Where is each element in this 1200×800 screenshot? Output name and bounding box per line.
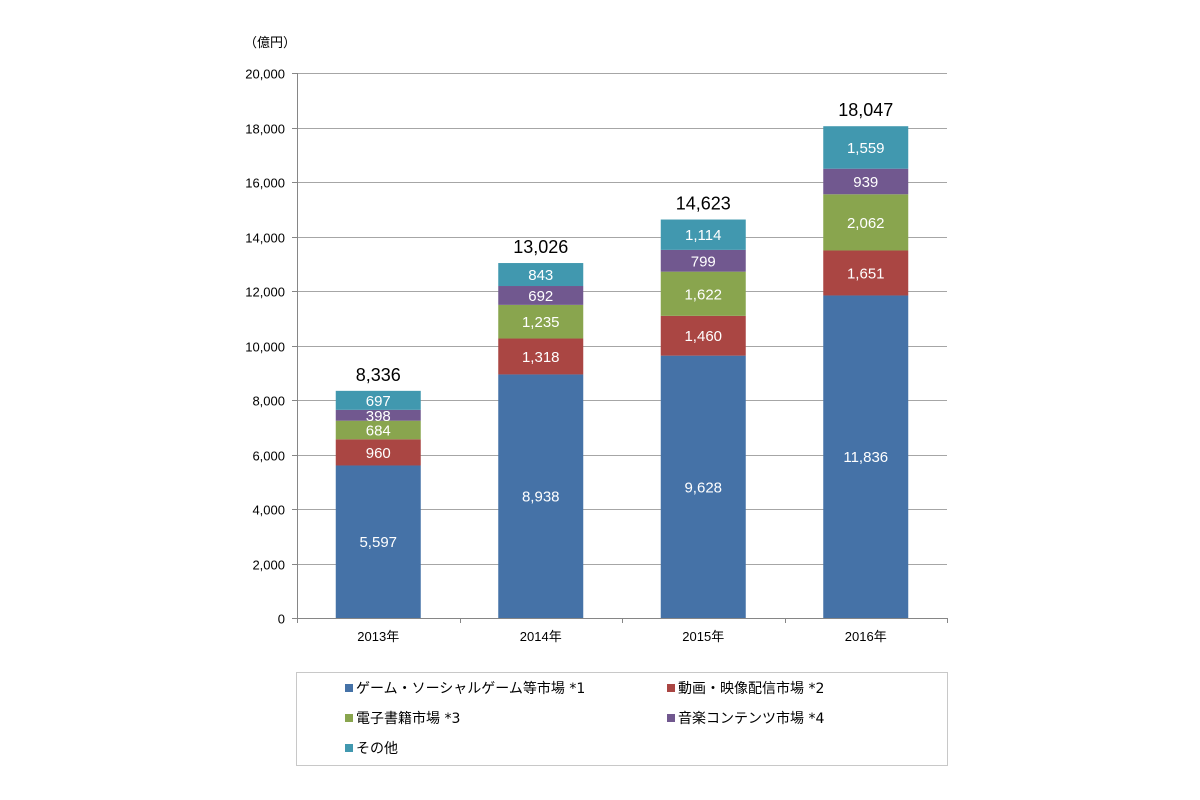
bar-segment (498, 304, 584, 339)
bar-segment (498, 263, 584, 287)
legend-swatch (667, 714, 675, 722)
bar-segment (660, 219, 746, 250)
bar-segment (660, 249, 746, 272)
bar-segment-label: 1,114 (685, 227, 721, 244)
y-tick-label: 10,000 (245, 340, 285, 355)
legend-swatch (345, 714, 353, 722)
bar-segment-label: 8,938 (522, 489, 560, 506)
legend-item: その他 (345, 738, 398, 758)
bar-segment (498, 374, 584, 618)
bar-segment-label: 9,628 (684, 479, 722, 496)
bar-segment-label: 960 (366, 445, 391, 462)
bar-segment-label: 1,622 (684, 286, 722, 303)
y-tick-label: 18,000 (245, 122, 285, 137)
bar-segment (823, 168, 909, 195)
bar-segment (498, 338, 584, 375)
bar-segment-label: 843 (528, 267, 553, 284)
y-tick-label: 0 (278, 612, 285, 627)
bar-segment-label: 1,651 (847, 265, 885, 282)
bar-segment-label: 5,597 (359, 534, 397, 551)
bar-segment-label: 692 (528, 288, 553, 305)
bar-segment-label: 939 (853, 174, 878, 191)
stacked-bar-chart: （億円） 0 2,000 4,000 6,000 8,000 10,000 12,000 14… (244, 35, 948, 644)
x-tick-label: 2013年 (357, 629, 399, 644)
y-axis-unit-label: （億円） (244, 35, 296, 50)
y-tick-label: 14,000 (245, 231, 285, 246)
bar-segment (660, 271, 746, 316)
bar-segment (335, 465, 421, 618)
bar-total-label: 13,026 (513, 237, 568, 257)
y-tick-label: 4,000 (252, 503, 285, 518)
bar-segment-label: 799 (691, 253, 716, 270)
bar-segment (823, 295, 909, 618)
bar-segment-label: 398 (366, 408, 391, 425)
legend-swatch (345, 684, 353, 692)
y-tick-label: 6,000 (252, 449, 285, 464)
bar-segment (335, 390, 421, 410)
bar-segment (823, 250, 909, 296)
bar-total-label: 18,047 (838, 100, 893, 120)
bar-segment-label: 11,836 (843, 449, 888, 466)
bar-segment-label: 1,235 (522, 314, 560, 331)
bar-segment (823, 126, 909, 169)
y-tick-label: 16,000 (245, 176, 285, 191)
legend: ゲーム・ソーシャルゲーム等市場 *1 動画・映像配信市場 *2 電子書籍市場 *3 音… (296, 672, 948, 766)
bar-segment-label: 684 (366, 423, 391, 440)
legend-label: 電子書籍市場 *3 (356, 711, 461, 727)
legend-swatch (667, 684, 675, 692)
y-tick-label: 8,000 (252, 394, 285, 409)
bar-segment-label: 2,062 (847, 215, 885, 232)
bar-segment (498, 286, 584, 305)
bar-segment (823, 194, 909, 251)
bar-total-label: 8,336 (356, 365, 401, 385)
x-tick-label: 2015年 (682, 629, 724, 644)
bar-segment (660, 315, 746, 356)
x-tick-label: 2016年 (845, 629, 887, 644)
x-axis: 2013年 2014年 2015年 2016年 (297, 618, 948, 644)
legend-swatch (345, 744, 353, 752)
legend-item: 電子書籍市場 *3 (345, 708, 460, 728)
legend-label: ゲーム・ソーシャルゲーム等市場 *1 (356, 681, 586, 697)
bar-segment-label: 1,318 (522, 349, 560, 366)
legend-label: 動画・映像配信市場 *2 (678, 681, 825, 697)
legend-item: ゲーム・ソーシャルゲーム等市場 *1 (345, 678, 585, 698)
y-axis-ticks: 0 2,000 4,000 6,000 8,000 10,000 12,000 14,000 1… (245, 67, 298, 627)
x-tick-label: 2014年 (520, 629, 562, 644)
bar-segment (660, 355, 746, 618)
y-tick-label: 12,000 (245, 285, 285, 300)
bar-segment-label: 697 (366, 393, 391, 410)
bar-total-label: 14,623 (676, 194, 731, 214)
legend-item: 音楽コンテンツ市場 *4 (667, 708, 824, 728)
y-tick-label: 2,000 (252, 558, 285, 573)
legend-item: 動画・映像配信市場 *2 (667, 678, 824, 698)
legend-label: 音楽コンテンツ市場 *4 (678, 711, 825, 727)
bar-segment (335, 439, 421, 466)
bar-segment-label: 1,559 (847, 140, 885, 157)
bar-segment (335, 420, 421, 440)
bar-segment (335, 409, 421, 421)
bar-segment-label: 1,460 (684, 328, 722, 345)
legend-label: その他 (356, 741, 398, 757)
y-tick-label: 20,000 (245, 67, 285, 82)
